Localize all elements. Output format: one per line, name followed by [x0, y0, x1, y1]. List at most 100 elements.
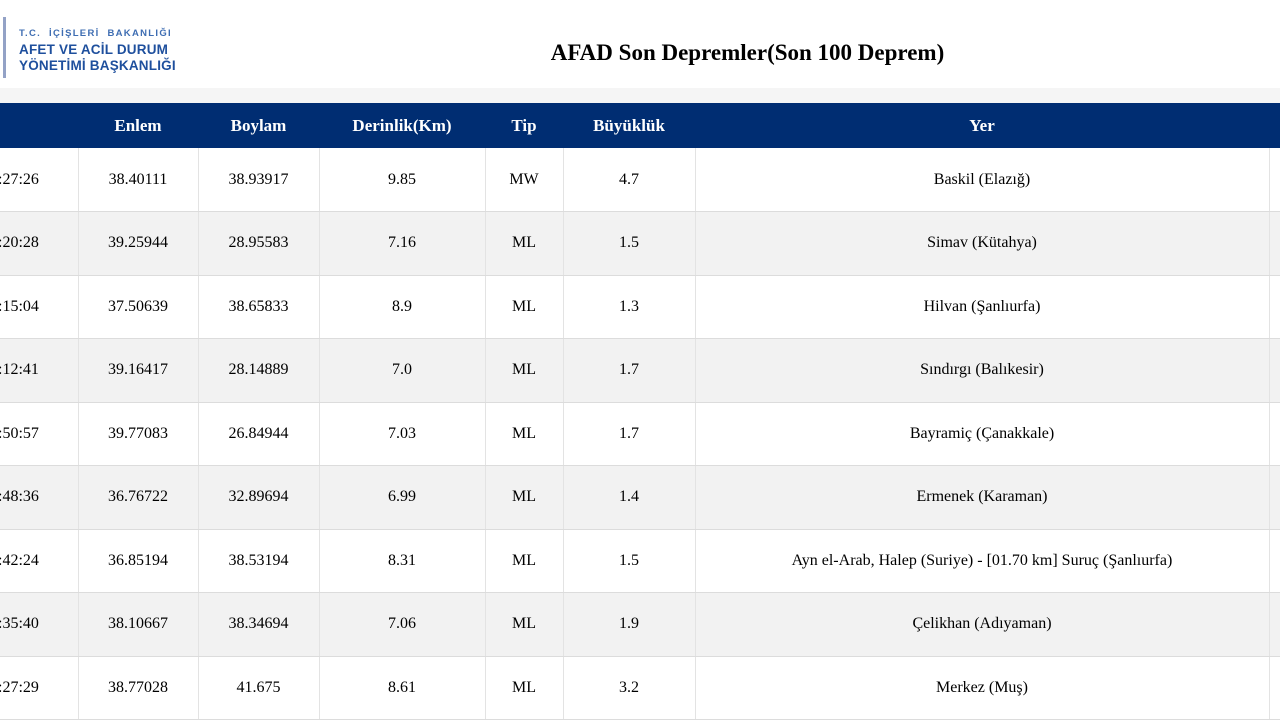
cell-tarih: :48:36 [0, 465, 79, 530]
cell-buyukluk: 1.4 [563, 465, 696, 530]
cell-extra [1269, 338, 1280, 403]
cell-tip: ML [485, 338, 564, 403]
cell-buyukluk: 1.5 [563, 211, 696, 276]
cell-enlem: 39.25944 [78, 211, 199, 276]
cell-tip: ML [485, 275, 564, 339]
cell-enlem: 39.16417 [78, 338, 199, 403]
earthquake-row[interactable]: :27:29 38.77028 41.675 8.61 ML 3.2 Merke… [0, 656, 1280, 720]
col-header-buyukluk: Büyüklük [563, 103, 695, 148]
cell-yer: Bayramiç (Çanakkale) [695, 402, 1270, 466]
logo-vertical-bar [3, 17, 6, 78]
cell-boylam: 28.14889 [198, 338, 320, 403]
logo-line-ministry: T.C. İÇİŞLERİ BAKANLIĞI [19, 28, 172, 39]
cell-extra [1269, 148, 1280, 212]
cell-extra [1269, 592, 1280, 657]
cell-derinlik: 8.61 [319, 656, 486, 720]
cell-enlem: 38.77028 [78, 656, 199, 720]
cell-enlem: 36.85194 [78, 529, 199, 593]
earthquake-table-header: ) Enlem Boylam Derinlik(Km) Tip Büyüklük… [0, 103, 1280, 148]
cell-derinlik: 9.85 [319, 148, 486, 212]
col-header-derinlik: Derinlik(Km) [319, 103, 485, 148]
cell-buyukluk: 4.7 [563, 148, 696, 212]
cell-extra [1269, 275, 1280, 339]
cell-derinlik: 8.31 [319, 529, 486, 593]
logo-text: T.C. İÇİŞLERİ BAKANLIĞI AFET VE ACİL DUR… [19, 28, 176, 74]
cell-buyukluk: 1.3 [563, 275, 696, 339]
header-row: ) Enlem Boylam Derinlik(Km) Tip Büyüklük… [0, 103, 1280, 148]
earthquake-table: ) Enlem Boylam Derinlik(Km) Tip Büyüklük… [0, 103, 1280, 720]
cell-tip: ML [485, 211, 564, 276]
cell-boylam: 41.675 [198, 656, 320, 720]
cell-extra [1269, 465, 1280, 530]
cell-extra [1269, 211, 1280, 276]
cell-tip: ML [485, 656, 564, 720]
earthquake-row[interactable]: :15:04 37.50639 38.65833 8.9 ML 1.3 Hilv… [0, 275, 1280, 339]
cell-derinlik: 7.06 [319, 592, 486, 657]
cell-boylam: 38.34694 [198, 592, 320, 657]
afad-logo[interactable]: T.C. İÇİŞLERİ BAKANLIĞI AFET VE ACİL DUR… [0, 0, 220, 88]
cell-tip: MW [485, 148, 564, 212]
cell-tarih: :20:28 [0, 211, 79, 276]
cell-tarih: :12:41 [0, 338, 79, 403]
cell-boylam: 38.53194 [198, 529, 320, 593]
col-header-boylam: Boylam [198, 103, 319, 148]
cell-buyukluk: 1.7 [563, 338, 696, 403]
cell-derinlik: 7.03 [319, 402, 486, 466]
earthquake-row[interactable]: :27:26 38.40111 38.93917 9.85 MW 4.7 Bas… [0, 148, 1280, 212]
page-title: AFAD Son Depremler(Son 100 Deprem) [550, 40, 945, 65]
cell-yer: Merkez (Muş) [695, 656, 1270, 720]
cell-yer: Baskil (Elazığ) [695, 148, 1270, 212]
col-header-extra [1269, 103, 1280, 148]
cell-enlem: 39.77083 [78, 402, 199, 466]
earthquake-row[interactable]: :35:40 38.10667 38.34694 7.06 ML 1.9 Çel… [0, 592, 1280, 657]
col-header-tarih: ) [0, 103, 78, 148]
earthquake-row[interactable]: :48:36 36.76722 32.89694 6.99 ML 1.4 Erm… [0, 465, 1280, 530]
cell-tarih: :27:26 [0, 148, 79, 212]
earthquake-row[interactable]: :42:24 36.85194 38.53194 8.31 ML 1.5 Ayn… [0, 529, 1280, 593]
cell-extra [1269, 402, 1280, 466]
cell-extra [1269, 529, 1280, 593]
cell-tarih: :27:29 [0, 656, 79, 720]
cell-yer: Hilvan (Şanlıurfa) [695, 275, 1270, 339]
cell-tip: ML [485, 465, 564, 530]
cell-buyukluk: 1.9 [563, 592, 696, 657]
cell-extra [1269, 656, 1280, 720]
cell-enlem: 38.40111 [78, 148, 199, 212]
col-header-enlem: Enlem [78, 103, 198, 148]
earthquake-row[interactable]: :12:41 39.16417 28.14889 7.0 ML 1.7 Sınd… [0, 338, 1280, 403]
cell-buyukluk: 3.2 [563, 656, 696, 720]
cell-tarih: :50:57 [0, 402, 79, 466]
cell-tarih: :42:24 [0, 529, 79, 593]
col-header-yer: Yer [695, 103, 1269, 148]
page-header-band: T.C. İÇİŞLERİ BAKANLIĞI AFET VE ACİL DUR… [0, 0, 1280, 88]
cell-boylam: 38.65833 [198, 275, 320, 339]
cell-derinlik: 7.0 [319, 338, 486, 403]
cell-enlem: 37.50639 [78, 275, 199, 339]
cell-derinlik: 8.9 [319, 275, 486, 339]
cell-tarih: :35:40 [0, 592, 79, 657]
cell-derinlik: 7.16 [319, 211, 486, 276]
logo-line-afet: AFET VE ACİL DURUM [19, 42, 169, 57]
cell-buyukluk: 1.7 [563, 402, 696, 466]
title-wrap: AFAD Son Depremler(Son 100 Deprem) [215, 40, 1280, 66]
earthquake-row[interactable]: :20:28 39.25944 28.95583 7.16 ML 1.5 Sim… [0, 211, 1280, 276]
cell-tip: ML [485, 529, 564, 593]
col-header-tip: Tip [485, 103, 563, 148]
cell-yer: Ermenek (Karaman) [695, 465, 1270, 530]
gap-strip [0, 88, 1280, 103]
cell-tip: ML [485, 592, 564, 657]
cell-buyukluk: 1.5 [563, 529, 696, 593]
cell-tip: ML [485, 402, 564, 466]
cell-yer: Simav (Kütahya) [695, 211, 1270, 276]
cell-tarih: :15:04 [0, 275, 79, 339]
earthquake-table-body: :27:26 38.40111 38.93917 9.85 MW 4.7 Bas… [0, 148, 1280, 720]
cell-boylam: 38.93917 [198, 148, 320, 212]
cell-enlem: 36.76722 [78, 465, 199, 530]
logo-line-yonetimi: YÖNETİMİ BAŞKANLIĞI [19, 58, 176, 73]
earthquake-row[interactable]: :50:57 39.77083 26.84944 7.03 ML 1.7 Bay… [0, 402, 1280, 466]
cell-boylam: 26.84944 [198, 402, 320, 466]
cell-boylam: 32.89694 [198, 465, 320, 530]
cell-enlem: 38.10667 [78, 592, 199, 657]
cell-derinlik: 6.99 [319, 465, 486, 530]
